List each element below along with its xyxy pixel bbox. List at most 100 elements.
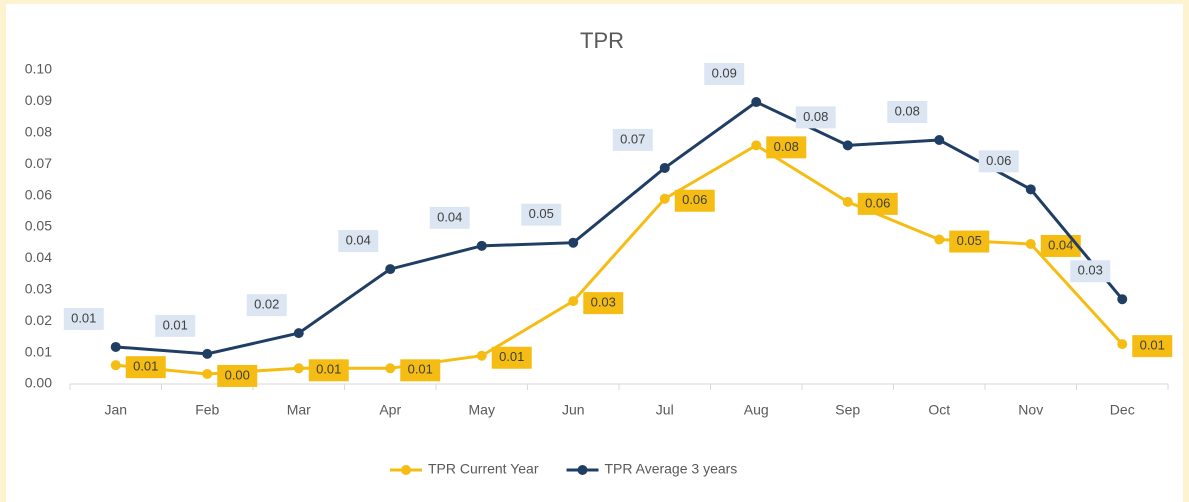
legend-label: TPR Current Year	[428, 461, 539, 477]
data-point	[110, 360, 121, 371]
data-point	[1025, 184, 1036, 195]
y-tick-label: 0.07	[25, 155, 52, 171]
data-point	[934, 135, 945, 146]
label-box	[1040, 234, 1081, 257]
chart: TPR 0.00 0.01 0.02 0.03 0.04 0.05 0.06 0.07 0.08…	[6, 4, 1183, 502]
y-tick-label: 0.06	[25, 186, 52, 202]
y-tick-label: 0.05	[25, 218, 52, 234]
data-label: 0.01	[133, 359, 158, 374]
label-box	[583, 292, 624, 315]
data-label: 0.06	[682, 192, 707, 207]
y-tick-label: 0.03	[25, 281, 52, 297]
label-box	[795, 106, 836, 129]
label-box	[949, 230, 990, 253]
label-box	[338, 230, 379, 253]
label-box	[217, 364, 258, 387]
label-box	[400, 359, 441, 382]
label-box	[429, 206, 470, 229]
data-point	[476, 350, 487, 361]
data-label: 0.01	[316, 362, 341, 377]
data-label: 0.05	[529, 206, 554, 221]
label-box	[704, 63, 745, 86]
data-point	[385, 264, 396, 275]
data-label: 0.04	[437, 209, 462, 224]
y-tick-label: 0.04	[25, 249, 52, 265]
legend-marker	[577, 465, 588, 475]
data-point	[202, 368, 213, 379]
data-point	[385, 363, 396, 374]
x-tick-label: Oct	[928, 402, 950, 418]
label-box	[246, 294, 287, 317]
label-box	[612, 128, 653, 151]
data-label: 0.01	[408, 362, 433, 377]
series-line	[115, 100, 1124, 356]
data-point	[842, 140, 853, 151]
x-tick-label: Sep	[835, 402, 860, 418]
x-tick-label: Nov	[1018, 402, 1043, 418]
label-box	[887, 101, 928, 124]
x-tick-label: Aug	[744, 402, 769, 418]
data-point	[568, 296, 579, 307]
data-label: 0.03	[1078, 263, 1103, 278]
legend-label: TPR Average 3 years	[605, 461, 738, 477]
y-tick-label: 0.09	[25, 92, 52, 108]
y-tick-label: 0.00	[25, 375, 52, 391]
label-box	[155, 314, 196, 337]
data-point	[659, 193, 670, 204]
data-point	[934, 234, 945, 245]
data-label: 0.06	[865, 195, 890, 210]
data-label: 0.04	[1048, 237, 1073, 252]
data-label: 0.00	[225, 367, 250, 382]
data-point	[1117, 339, 1128, 350]
data-point	[842, 196, 853, 207]
x-tick-label: Jan	[104, 402, 127, 418]
data-label: 0.07	[620, 131, 645, 146]
label-box	[491, 346, 532, 369]
data-label: 0.02	[254, 297, 279, 312]
data-label: 0.09	[712, 65, 737, 80]
data-point	[202, 348, 213, 359]
data-point	[293, 328, 304, 339]
data-point	[1025, 238, 1036, 249]
x-tick-label: May	[469, 402, 495, 418]
data-point	[751, 140, 762, 151]
label-box	[63, 307, 104, 330]
data-point	[751, 97, 762, 108]
x-tick-label: Apr	[379, 402, 401, 418]
data-label: 0.01	[1140, 338, 1165, 353]
x-tick-label: Jul	[656, 402, 674, 418]
data-label: 0.05	[957, 233, 982, 248]
x-tick-label: Mar	[287, 402, 311, 418]
legend-marker	[401, 465, 411, 475]
y-tick-label: 0.08	[25, 124, 52, 140]
data-point	[659, 162, 670, 173]
data-label: 0.04	[346, 233, 371, 248]
label-box	[978, 150, 1019, 173]
data-label: 0.01	[499, 349, 524, 364]
data-point	[568, 237, 579, 248]
label-box	[674, 189, 715, 212]
label-box	[1132, 335, 1173, 358]
y-tick-label: 0.01	[25, 343, 52, 359]
label-box	[766, 136, 807, 159]
data-point	[293, 363, 304, 374]
label-box	[308, 359, 349, 382]
data-label: 0.08	[895, 103, 920, 118]
data-label: 0.01	[163, 317, 188, 332]
data-label: 0.03	[591, 295, 616, 310]
x-tick-label: Jun	[562, 402, 585, 418]
x-tick-label: Feb	[195, 402, 219, 418]
data-point	[110, 341, 121, 352]
data-label: 0.08	[803, 109, 828, 124]
data-label: 0.06	[986, 153, 1011, 168]
x-tick-label: Dec	[1110, 402, 1135, 418]
chart-title: TPR	[580, 28, 624, 53]
label-box	[857, 192, 898, 215]
label-box	[125, 356, 166, 379]
data-point	[476, 240, 487, 251]
label-box	[521, 203, 562, 226]
data-label: 0.08	[774, 139, 799, 154]
y-tick-label: 0.10	[25, 61, 52, 77]
label-box	[1070, 260, 1111, 283]
